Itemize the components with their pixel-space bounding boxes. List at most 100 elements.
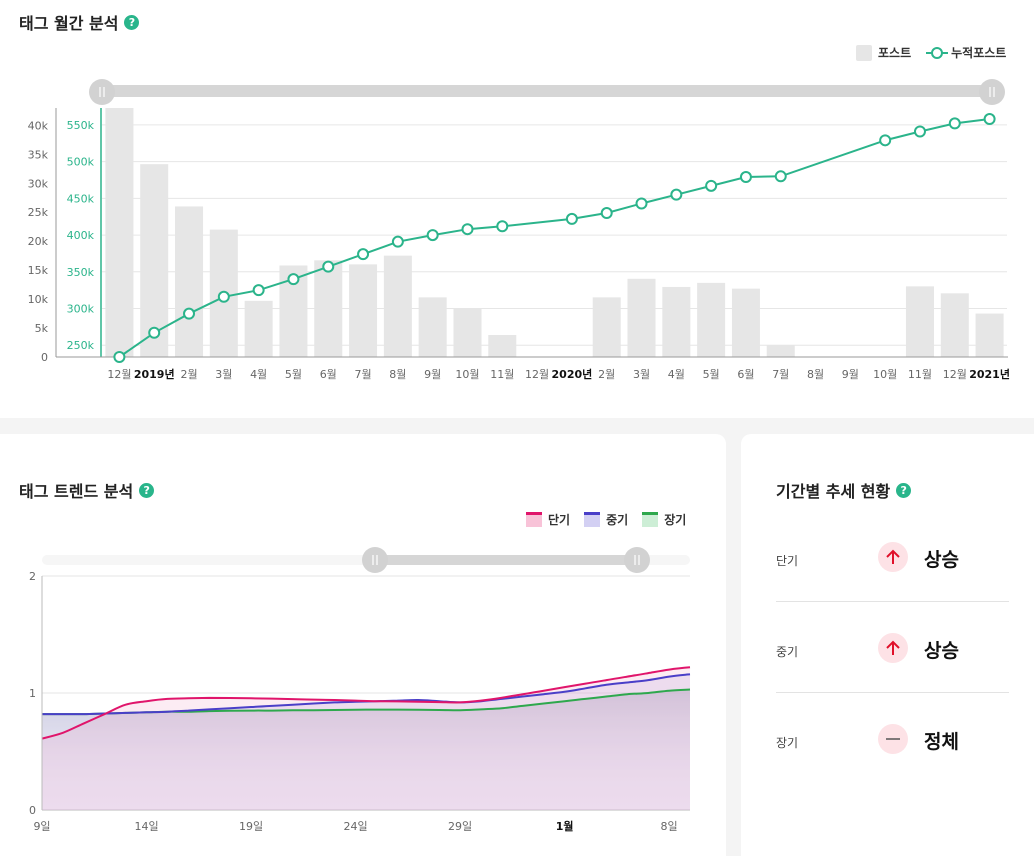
x-tick-label: 6월	[320, 368, 337, 381]
x-tick-label: 9월	[424, 368, 441, 381]
x-tick-label: 8월	[389, 368, 406, 381]
cumulative-point[interactable]	[913, 125, 926, 138]
post-bar[interactable]	[418, 297, 447, 357]
cumulative-point[interactable]	[635, 197, 648, 210]
post-bar[interactable]	[175, 206, 204, 357]
post-bar[interactable]	[140, 164, 169, 357]
post-bar[interactable]	[905, 286, 934, 357]
mid-swatch-icon	[584, 512, 601, 527]
trend-area-short	[42, 667, 690, 810]
cumulative-point[interactable]	[322, 260, 335, 273]
legend-label-short: 단기	[548, 513, 571, 527]
post-bar[interactable]	[383, 255, 412, 357]
post-bar[interactable]	[488, 334, 517, 357]
legend-item-cumulative[interactable]: 누적포스트	[926, 44, 1006, 61]
trend-y-tick-label: 2	[29, 570, 36, 583]
legend-item-long[interactable]: 장기	[642, 511, 686, 528]
help-icon[interactable]: ?	[139, 482, 155, 498]
trend-range-handle-left[interactable]	[362, 547, 388, 573]
cumulative-point[interactable]	[287, 273, 300, 286]
help-icon[interactable]: ?	[124, 14, 140, 30]
trend-x-tick-label: 29일	[448, 819, 472, 833]
post-bar[interactable]	[975, 313, 1004, 357]
monthly-title-text: 태그 월간 분석	[19, 14, 119, 33]
cumulative-point[interactable]	[252, 284, 265, 297]
post-bar[interactable]	[940, 293, 969, 357]
status-label: 장기	[776, 736, 799, 750]
monthly-range-track[interactable]	[100, 85, 994, 97]
legend-item-posts[interactable]: 포스트	[856, 44, 911, 61]
cumulative-point[interactable]	[739, 171, 752, 184]
left-y-tick-label: 40k	[28, 119, 49, 132]
post-bar[interactable]	[349, 264, 378, 357]
x-tick-label: 8월	[807, 368, 824, 381]
trend-x-tick-label: 9일	[33, 819, 50, 833]
cumulative-point[interactable]	[113, 351, 126, 363]
cumulative-point[interactable]	[496, 220, 509, 233]
cumulative-point[interactable]	[391, 235, 404, 248]
trend-x-tick-label: 19일	[239, 819, 263, 833]
left-y-tick-label: 25k	[28, 206, 49, 219]
trend-x-tick-label: 8일	[661, 819, 678, 833]
cumulative-point[interactable]	[670, 188, 683, 201]
legend-item-short[interactable]: 단기	[526, 511, 570, 528]
right-y-tick-label: 300k	[67, 303, 95, 316]
monthly-range-handle-left[interactable]	[89, 79, 115, 105]
help-icon[interactable]: ?	[896, 482, 912, 498]
post-bar[interactable]	[453, 308, 482, 357]
cumulative-point[interactable]	[461, 223, 474, 236]
post-bar[interactable]	[627, 278, 656, 357]
post-bar[interactable]	[314, 260, 343, 357]
arrow-up-icon	[878, 633, 908, 663]
cumulative-point[interactable]	[217, 290, 230, 303]
monthly-analysis-title: 태그 월간 분석 ?	[19, 10, 140, 34]
cumulative-point[interactable]	[565, 212, 578, 225]
period-trend-status-panel: 기간별 추세 현황 ? 단기 상승 중기 상승 장기 정체	[741, 434, 1034, 856]
status-label: 단기	[776, 554, 799, 568]
trend-area-long	[42, 689, 690, 810]
bar-swatch-icon	[856, 44, 872, 61]
trend-line-short[interactable]	[41, 666, 691, 740]
cumulative-point[interactable]	[183, 307, 196, 320]
trend-area-mid	[42, 674, 690, 810]
cumulative-point[interactable]	[879, 134, 892, 147]
trend-legend: 단기 중기 장기	[526, 511, 686, 528]
monthly-range-handle-right[interactable]	[979, 79, 1005, 105]
post-bar[interactable]	[244, 300, 273, 357]
right-y-tick-label: 350k	[67, 266, 95, 279]
x-tick-label: 6월	[737, 368, 754, 381]
trend-analysis-title: 태그 트렌드 분석 ?	[19, 478, 155, 502]
x-tick-label: 2021년	[969, 367, 1010, 381]
cumulative-point[interactable]	[357, 248, 370, 261]
trend-range-track[interactable]	[375, 555, 637, 565]
cumulative-point[interactable]	[774, 170, 787, 183]
post-bar[interactable]	[697, 282, 726, 357]
cumulative-point[interactable]	[148, 326, 161, 339]
trend-x-tick-label: 24일	[343, 819, 367, 833]
legend-label-long: 장기	[664, 513, 687, 527]
post-bar[interactable]	[105, 108, 134, 357]
trend-analysis-panel: 태그 트렌드 분석 ? 단기 중기 장기	[0, 434, 726, 856]
cumulative-point[interactable]	[426, 229, 439, 242]
cumulative-point[interactable]	[600, 207, 613, 220]
cumulative-point[interactable]	[705, 179, 718, 192]
line-marker-swatch-icon	[926, 46, 949, 60]
x-tick-label: 11월	[908, 368, 932, 381]
trend-range-handle-right[interactable]	[624, 547, 650, 573]
post-bar[interactable]	[766, 345, 795, 357]
right-y-tick-label: 250k	[67, 339, 95, 352]
trend-y-tick-label: 0	[29, 804, 36, 817]
x-tick-label: 12월	[525, 368, 549, 381]
x-tick-label: 10월	[873, 368, 897, 381]
post-bar[interactable]	[731, 288, 760, 357]
cumulative-point[interactable]	[983, 113, 996, 126]
cumulative-point[interactable]	[948, 117, 961, 130]
post-bar[interactable]	[592, 297, 621, 357]
left-y-tick-label: 15k	[28, 264, 49, 277]
legend-item-mid[interactable]: 중기	[584, 511, 628, 528]
post-bar[interactable]	[662, 286, 691, 357]
status-label: 중기	[776, 645, 799, 659]
x-tick-label: 2월	[180, 368, 197, 381]
x-tick-label: 3월	[633, 368, 650, 381]
x-tick-label: 5월	[703, 368, 720, 381]
